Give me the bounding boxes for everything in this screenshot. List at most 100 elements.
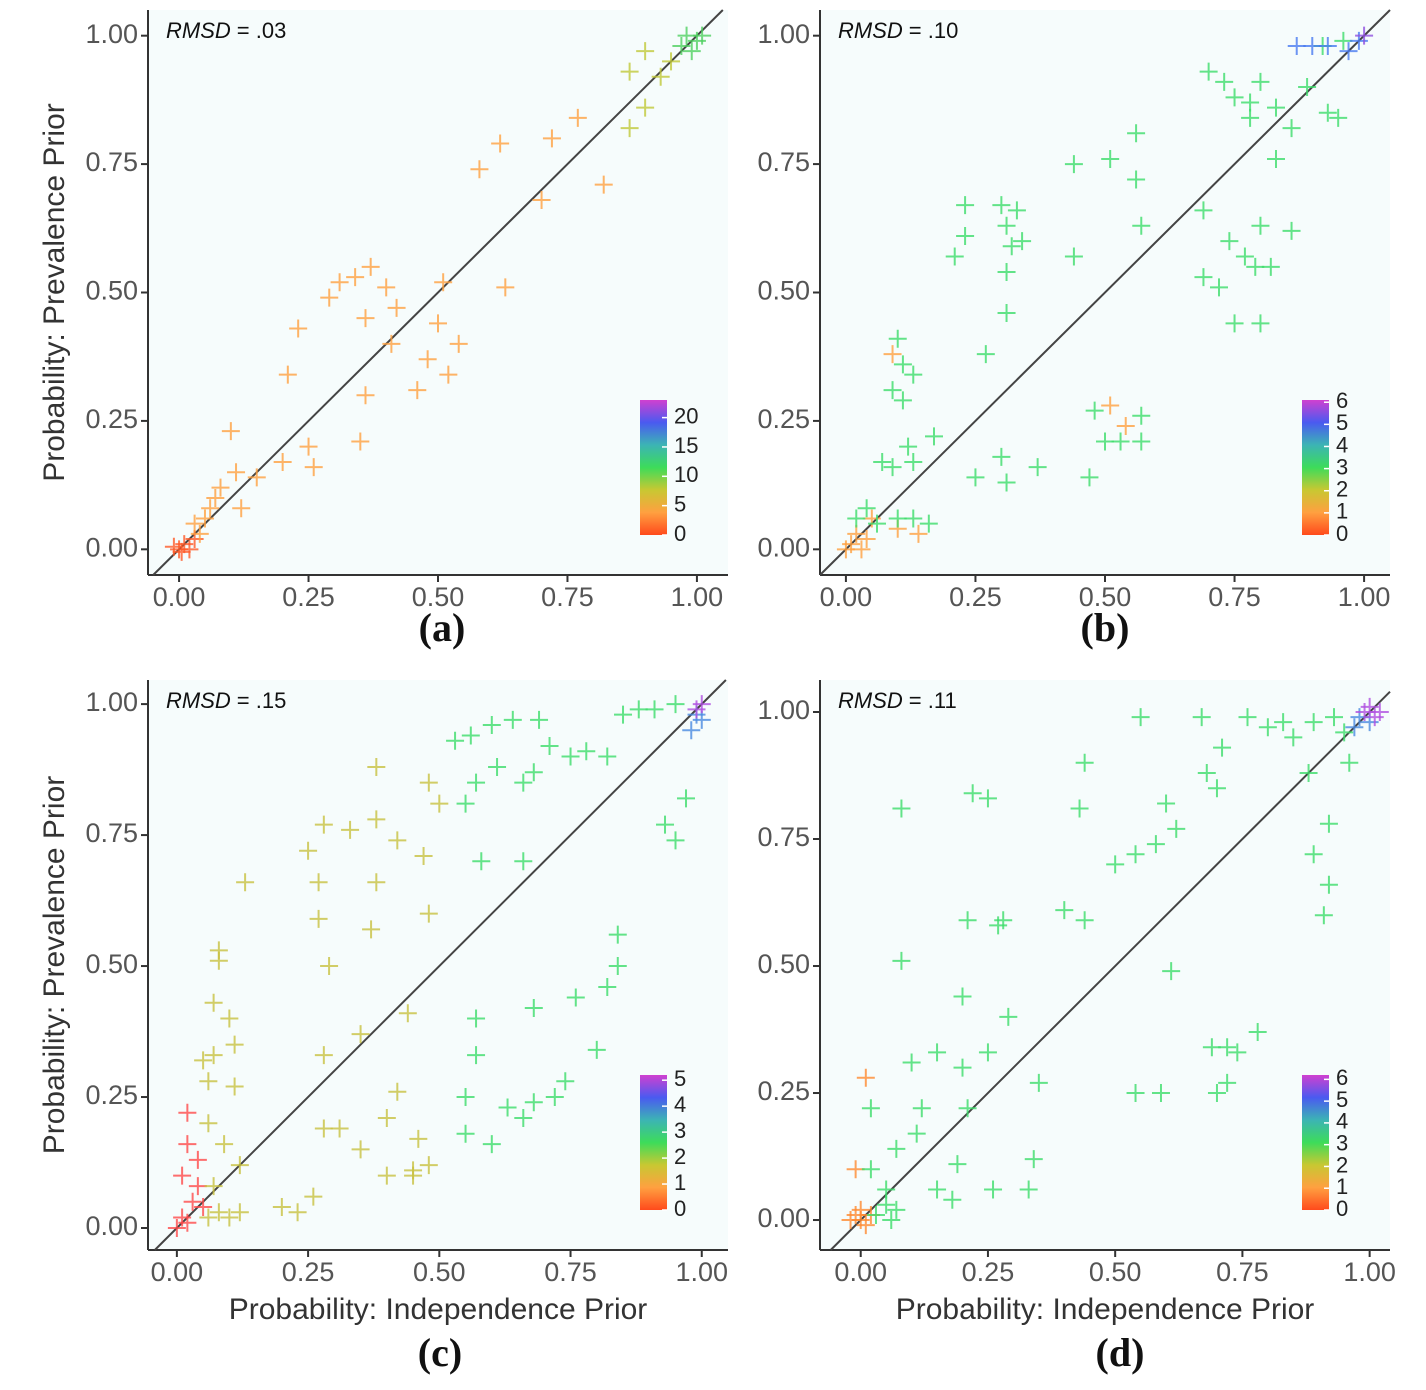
point bbox=[419, 773, 438, 792]
y-tick-label: 1.00 bbox=[757, 695, 810, 725]
annotation: RMSD = .10 bbox=[838, 18, 958, 43]
point bbox=[857, 499, 876, 518]
point bbox=[1162, 962, 1181, 981]
point bbox=[978, 789, 997, 808]
point bbox=[341, 820, 360, 839]
point bbox=[1251, 216, 1270, 235]
colorbar-label: 2 bbox=[674, 1144, 686, 1169]
point bbox=[1028, 458, 1047, 477]
point bbox=[645, 700, 664, 719]
point bbox=[1345, 718, 1364, 737]
point bbox=[414, 847, 433, 866]
point bbox=[1274, 713, 1293, 732]
point bbox=[540, 737, 559, 756]
point bbox=[199, 1072, 218, 1091]
point bbox=[1151, 1084, 1170, 1103]
colorbar-label: 10 bbox=[674, 462, 698, 487]
point bbox=[470, 160, 489, 179]
point bbox=[330, 1119, 349, 1138]
point bbox=[677, 26, 696, 45]
point bbox=[893, 355, 912, 374]
point bbox=[1319, 875, 1338, 894]
point bbox=[682, 721, 701, 740]
point bbox=[220, 1009, 239, 1028]
point bbox=[1075, 911, 1094, 930]
point bbox=[514, 852, 533, 871]
point bbox=[1106, 855, 1125, 874]
point bbox=[514, 773, 533, 792]
x-tick-label: 0.25 bbox=[949, 582, 1002, 612]
point bbox=[1029, 1073, 1048, 1092]
point bbox=[945, 247, 964, 266]
y-tick-label: 0.00 bbox=[757, 1203, 810, 1233]
colorbar-label: 6 bbox=[1336, 1065, 1348, 1090]
point bbox=[587, 1040, 606, 1059]
point bbox=[1080, 468, 1099, 487]
point bbox=[1127, 124, 1146, 143]
point bbox=[1213, 738, 1232, 757]
point bbox=[180, 540, 199, 559]
point bbox=[1241, 108, 1260, 127]
point bbox=[398, 1004, 417, 1023]
x-tick-label: 0.50 bbox=[1089, 1257, 1142, 1287]
point bbox=[388, 1082, 407, 1101]
annotation-var: RMSD bbox=[838, 18, 903, 43]
point bbox=[225, 1077, 244, 1096]
y-tick-label: 0.00 bbox=[85, 532, 138, 562]
point bbox=[841, 1211, 860, 1230]
colorbar-label: 0 bbox=[1336, 521, 1348, 546]
point bbox=[221, 422, 240, 441]
y-tick-label: 0.50 bbox=[757, 276, 810, 306]
point bbox=[1202, 1038, 1221, 1057]
point bbox=[1101, 396, 1120, 415]
point bbox=[978, 1043, 997, 1062]
identity-line bbox=[154, 679, 727, 1251]
colorbar-label: 1 bbox=[1336, 1174, 1348, 1199]
point bbox=[467, 1046, 486, 1065]
point bbox=[320, 957, 339, 976]
point bbox=[1218, 1073, 1237, 1092]
point bbox=[1075, 753, 1094, 772]
y-tick-label: 1.00 bbox=[85, 19, 138, 49]
point bbox=[204, 1046, 223, 1065]
colorbar bbox=[1302, 400, 1329, 535]
point bbox=[429, 314, 447, 333]
point bbox=[1101, 149, 1120, 168]
point bbox=[904, 509, 923, 528]
point bbox=[1024, 1150, 1043, 1169]
point bbox=[919, 514, 938, 533]
point bbox=[430, 794, 449, 813]
point bbox=[1282, 119, 1301, 138]
point bbox=[496, 278, 515, 297]
point bbox=[904, 453, 923, 471]
point bbox=[1199, 62, 1218, 81]
point bbox=[1325, 708, 1344, 727]
annotation: RMSD = .03 bbox=[166, 18, 286, 43]
point bbox=[382, 334, 401, 353]
point bbox=[273, 453, 292, 471]
point bbox=[1132, 406, 1151, 425]
annotation-value: = .15 bbox=[237, 688, 287, 713]
point bbox=[532, 191, 551, 210]
point bbox=[856, 1216, 875, 1235]
point bbox=[225, 1035, 244, 1054]
point bbox=[666, 831, 685, 850]
point bbox=[377, 1166, 396, 1185]
point bbox=[1318, 36, 1337, 55]
point bbox=[692, 710, 711, 729]
point bbox=[1267, 149, 1285, 168]
point bbox=[404, 1161, 423, 1180]
point bbox=[1355, 26, 1374, 45]
point bbox=[614, 705, 633, 724]
point bbox=[367, 810, 386, 829]
point bbox=[873, 453, 892, 471]
point bbox=[893, 391, 912, 410]
point bbox=[672, 36, 691, 55]
x-tick-label: 1.00 bbox=[1338, 582, 1391, 612]
point bbox=[1238, 708, 1257, 727]
point bbox=[498, 1098, 517, 1117]
point bbox=[866, 1205, 885, 1224]
point bbox=[304, 458, 323, 477]
point bbox=[1314, 906, 1333, 925]
